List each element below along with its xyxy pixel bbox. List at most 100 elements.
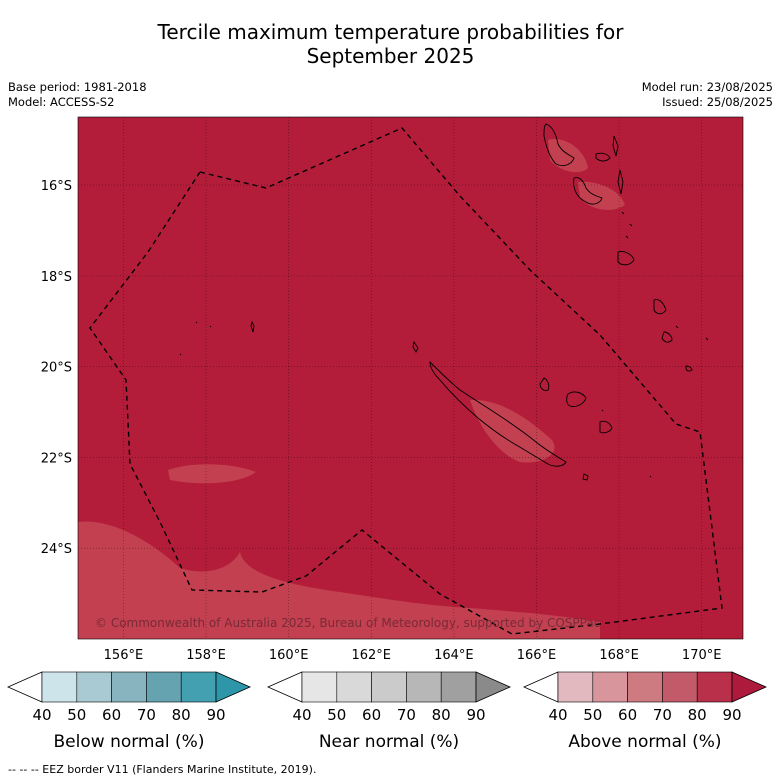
colorbar-label: Above normal (%) <box>568 732 721 752</box>
zone-vanuatu-mid <box>578 181 625 210</box>
latitude-labels: 16°S 18°S 20°S 22°S 24°S <box>41 179 72 557</box>
colorbar-tick-label: 40 <box>548 706 567 724</box>
lon-tick-label: 164°E <box>434 648 474 663</box>
lon-tick-label: 162°E <box>351 648 391 663</box>
lon-tick-label: 168°E <box>599 648 639 663</box>
colorbar-segment <box>406 671 442 703</box>
efate-coast <box>617 251 635 266</box>
lon-tick-label: 166°E <box>517 648 557 663</box>
colorbar-segment <box>301 671 338 703</box>
ambae-coast <box>595 152 611 162</box>
base-period: Base period: 1981-2018 <box>8 80 147 94</box>
lon-tick-label: 156°E <box>104 648 144 663</box>
colorbar-tick-label: 90 <box>466 706 485 724</box>
lon-tick-label: 160°E <box>269 648 309 663</box>
colorbar-max-arrow <box>475 671 511 703</box>
lifou-coast <box>566 391 587 407</box>
zone-new-caledonia <box>470 399 555 463</box>
zone-vanuatu-north <box>548 139 588 173</box>
colorbar-tick-label: 40 <box>32 706 51 724</box>
map-panel: © Commonwealth of Australia 2025, Bureau… <box>78 117 743 639</box>
aneityum-coast <box>685 365 693 372</box>
colorbar-tick-label: 40 <box>292 706 311 724</box>
longitude-labels: 156°E 158°E 160°E 162°E 164°E 166°E 168°E 170°E <box>104 648 722 663</box>
eez-border <box>89 127 723 635</box>
title-line-2: September 2025 <box>306 44 475 68</box>
erromango-coast <box>653 299 667 315</box>
colorbar-tick-label: 80 <box>688 706 707 724</box>
colorbar-2: 40 50 60 70 80 90 Near normal (%) <box>267 671 511 752</box>
isle-of-pines-coast <box>582 473 589 481</box>
lat-tick-label: 20°S <box>41 361 72 376</box>
lon-tick-label: 158°E <box>186 648 226 663</box>
colorbar-tick-label: 70 <box>137 706 156 724</box>
colorbar-tick-label: 60 <box>362 706 381 724</box>
colorbar-tick-label: 80 <box>172 706 191 724</box>
lon-tick-label: 170°E <box>682 648 722 663</box>
colorbar-segment <box>371 671 407 703</box>
colorbar-tick-label: 60 <box>102 706 121 724</box>
colorbar-segment <box>41 671 78 703</box>
model-name: Model: ACCESS-S2 <box>8 95 115 109</box>
colorbar-segment <box>592 671 628 703</box>
colorbar-segment <box>627 671 663 703</box>
maewo-coast <box>612 135 619 157</box>
chesterfield-reef <box>250 320 255 333</box>
colorbar-tick-label: 90 <box>722 706 741 724</box>
tanna-coast <box>661 331 673 343</box>
colorbar-min-arrow <box>523 671 559 703</box>
espiritu-santo-coast <box>543 123 575 167</box>
model-run: Model run: 23/08/2025 <box>641 80 773 94</box>
new-caledonia-coast <box>429 360 567 467</box>
colorbar-min-arrow <box>7 671 43 703</box>
colorbar-segment <box>557 671 594 703</box>
meta-right: Model run: 23/08/2025 Issued: 25/08/2025 <box>642 80 773 110</box>
colorbar-tick-label: 50 <box>583 706 602 724</box>
colorbar-segment <box>146 671 182 703</box>
issued-date: Issued: 25/08/2025 <box>662 95 773 109</box>
map-title: Tercile maximum temperature probabilitie… <box>0 20 781 68</box>
pentecost-coast <box>617 169 624 195</box>
colorbar-min-arrow <box>267 671 303 703</box>
colorbar-segment <box>440 671 477 703</box>
colorbar-segment <box>662 671 698 703</box>
coastlines <box>179 123 709 481</box>
colorbar-label: Below normal (%) <box>54 732 205 752</box>
colorbar-segment <box>76 671 112 703</box>
colorbar-max-arrow <box>215 671 251 703</box>
colorbar-tick-label: 70 <box>653 706 672 724</box>
colorbar-tick-label: 60 <box>618 706 637 724</box>
copyright-notice: © Commonwealth of Australia 2025, Bureau… <box>95 616 600 630</box>
zone-west-streak <box>168 464 256 484</box>
colorbar-tick-label: 50 <box>67 706 86 724</box>
colorbar-tick-label: 90 <box>206 706 225 724</box>
colorbar-label: Near normal (%) <box>319 732 459 752</box>
probability-background <box>78 117 743 639</box>
malekula-coast <box>573 177 603 205</box>
meta-left: Base period: 1981-2018 Model: ACCESS-S2 <box>8 80 147 110</box>
belep-coast <box>412 340 419 353</box>
map-frame <box>77 116 744 640</box>
small-islets <box>179 211 709 478</box>
eez-footer-note: -- -- -- EEZ border V11 (Flanders Marine… <box>8 763 317 776</box>
colorbar-tick-label: 70 <box>397 706 416 724</box>
colorbar-segment <box>180 671 217 703</box>
title-line-1: Tercile maximum temperature probabilitie… <box>157 20 624 44</box>
lat-tick-label: 24°S <box>41 542 72 557</box>
mare-coast <box>599 420 613 434</box>
colorbar-tick-label: 80 <box>432 706 451 724</box>
colorbar-segment <box>111 671 147 703</box>
colorbar-segment <box>696 671 733 703</box>
lat-tick-label: 22°S <box>41 451 72 466</box>
lat-tick-label: 18°S <box>41 270 72 285</box>
colorbar-segment <box>336 671 372 703</box>
colorbar-max-arrow <box>731 671 767 703</box>
lat-tick-label: 16°S <box>41 179 72 194</box>
colorbar-tick-label: 50 <box>327 706 346 724</box>
graticule <box>78 117 743 639</box>
ouvea-coast <box>539 377 550 391</box>
